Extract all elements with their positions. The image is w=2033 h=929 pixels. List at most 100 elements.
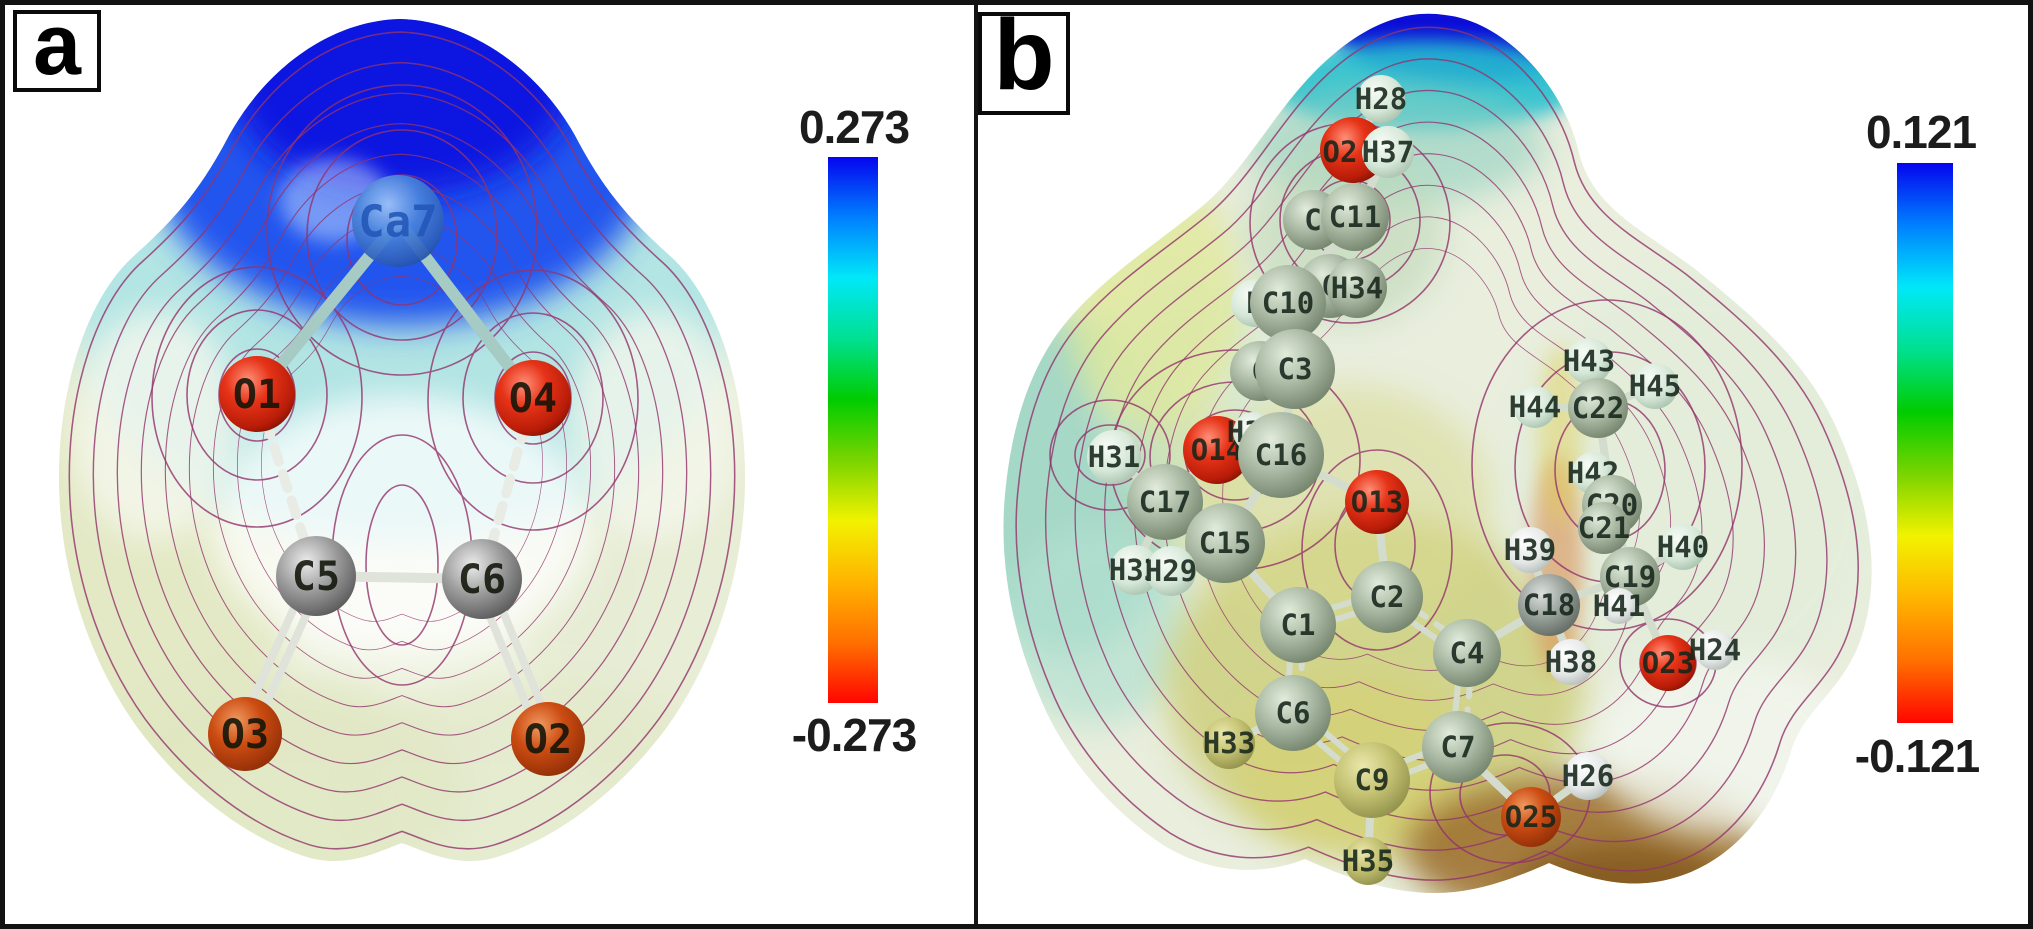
atom-sphere-H38 <box>1548 639 1594 685</box>
atom-sphere-C10 <box>1250 265 1326 341</box>
atom-label-C18: C18 <box>1523 588 1575 622</box>
atom-label-O23: O23 <box>1642 646 1694 680</box>
atom-sphere-O2 <box>511 702 585 776</box>
panel-label-b: b <box>993 0 1055 111</box>
atom-sphere-O1 <box>219 356 295 432</box>
atom-sphere-C22 <box>1568 378 1628 438</box>
atom-label-H40: H40 <box>1657 530 1709 564</box>
atom-sphere-H35 <box>1344 837 1392 885</box>
colorbar-b-min: -0.121 <box>1854 730 1980 782</box>
atom-sphere-H39 <box>1507 527 1553 573</box>
atom-sphere-C6 <box>1255 675 1331 751</box>
panel-label-b-box: b <box>978 5 1070 115</box>
panel-label-a: a <box>33 0 81 93</box>
atom-sphere-H43 <box>1566 338 1612 384</box>
atom-sphere-H40 <box>1660 524 1706 570</box>
atom-label-C11: C11 <box>1329 200 1381 234</box>
atom-label-H39: H39 <box>1504 533 1556 567</box>
atom-sphere-C5 <box>276 536 356 616</box>
atom-label-C17: C17 <box>1139 485 1191 519</box>
atom-label-C15: C15 <box>1199 526 1251 560</box>
colorbar-b-max: 0.121 <box>1865 106 1977 158</box>
atom-sphere-C1 <box>1260 587 1336 663</box>
atom-sphere-H37 <box>1362 126 1414 178</box>
atom-sphere-C4 <box>1433 619 1501 687</box>
molecule-a-atoms: Ca7 O1 O4 C5 C6 O3 O2 <box>208 175 585 776</box>
atom-sphere-C21 <box>1578 502 1630 554</box>
atom-label-C3: C3 <box>1278 352 1313 386</box>
atom-label-O3: O3 <box>221 712 269 758</box>
atom-label-H43: H43 <box>1563 344 1615 378</box>
molecule-b-atoms: H28O2H37CC11CH34HC10CC3H31O14H30C16O13C1… <box>1087 75 1741 885</box>
atom-label-O1: O1 <box>233 372 281 418</box>
atom-label-H33: H33 <box>1203 726 1255 760</box>
atom-sphere-O25 <box>1501 787 1561 847</box>
atom-sphere-C9 <box>1334 742 1410 818</box>
atom-sphere-H28 <box>1357 75 1405 123</box>
atom-label-C22: C22 <box>1572 391 1624 425</box>
colorbar-a-min: -0.273 <box>791 709 917 761</box>
atom-label-H34: H34 <box>1331 271 1383 305</box>
atom-sphere-H31 <box>1087 430 1141 484</box>
atom-label-O4: O4 <box>509 376 557 422</box>
surface-a-shading <box>59 19 745 862</box>
atom-sphere-C3 <box>1255 329 1335 409</box>
atom-label-C10: C10 <box>1262 286 1314 320</box>
atom-label-O2: O2 <box>1323 135 1358 169</box>
colorbar-b <box>1897 163 1953 723</box>
atom-sphere-H34 <box>1327 258 1387 318</box>
atom-label-H37: H37 <box>1362 135 1414 169</box>
atom-sphere-H29 <box>1146 546 1196 596</box>
atom-label-C6: C6 <box>1276 696 1311 730</box>
atom-label-C: C <box>1304 203 1321 237</box>
atom-label-O2: O2 <box>524 717 572 763</box>
atom-label-C9: C9 <box>1355 763 1390 797</box>
atom-sphere-C16 <box>1238 412 1324 498</box>
atom-label-C16: C16 <box>1255 438 1307 472</box>
atom-sphere-H44 <box>1514 386 1556 428</box>
atom-label-C6: C6 <box>458 557 506 603</box>
atom-sphere-O13 <box>1345 470 1409 534</box>
atom-label-H45: H45 <box>1629 369 1681 403</box>
atom-label-H24: H24 <box>1689 633 1741 667</box>
atom-label-H29: H29 <box>1145 554 1197 588</box>
atom-label-C7: C7 <box>1441 730 1476 764</box>
atom-label-H31: H31 <box>1088 440 1140 474</box>
atom-label-H35: H35 <box>1342 844 1394 878</box>
atom-sphere-H45 <box>1632 363 1678 409</box>
atom-sphere-O4 <box>495 360 571 436</box>
atom-sphere-H41 <box>1601 588 1637 624</box>
atom-sphere-C6 <box>442 539 522 619</box>
colorbar-a <box>828 157 878 703</box>
atom-label-H28: H28 <box>1355 82 1407 116</box>
atom-label-C1: C1 <box>1281 608 1316 642</box>
atom-sphere-C17 <box>1127 464 1203 540</box>
panel-label-a-box: a <box>13 5 101 93</box>
atom-sphere-H32 <box>1110 545 1160 595</box>
atom-label-H41: H41 <box>1593 589 1645 623</box>
atom-sphere-H33 <box>1203 717 1255 769</box>
atom-label-Ca7: Ca7 <box>358 196 437 247</box>
atom-label-C4: C4 <box>1450 636 1485 670</box>
atom-sphere-C11 <box>1321 183 1389 251</box>
atom-label-C5: C5 <box>292 554 340 600</box>
atom-sphere-O23 <box>1640 635 1696 691</box>
atom-label-C19: C19 <box>1604 560 1656 594</box>
atom-sphere-Ca7 <box>352 175 444 267</box>
atom-label-C21: C21 <box>1578 511 1630 545</box>
atom-sphere-H24 <box>1695 630 1735 670</box>
atom-label-O25: O25 <box>1505 800 1557 834</box>
colorbar-a-max: 0.273 <box>798 101 910 153</box>
panel-divider <box>974 5 978 924</box>
atom-label-H26: H26 <box>1562 759 1614 793</box>
atom-sphere-C7 <box>1422 711 1494 783</box>
atom-sphere-C15 <box>1185 503 1265 583</box>
atom-label-H44: H44 <box>1509 390 1561 424</box>
atom-sphere-C18 <box>1518 574 1580 636</box>
atom-label-H38: H38 <box>1545 645 1597 679</box>
atom-sphere-C2 <box>1351 561 1423 633</box>
atom-label-C2: C2 <box>1370 580 1405 614</box>
atom-sphere-O3 <box>208 697 282 771</box>
